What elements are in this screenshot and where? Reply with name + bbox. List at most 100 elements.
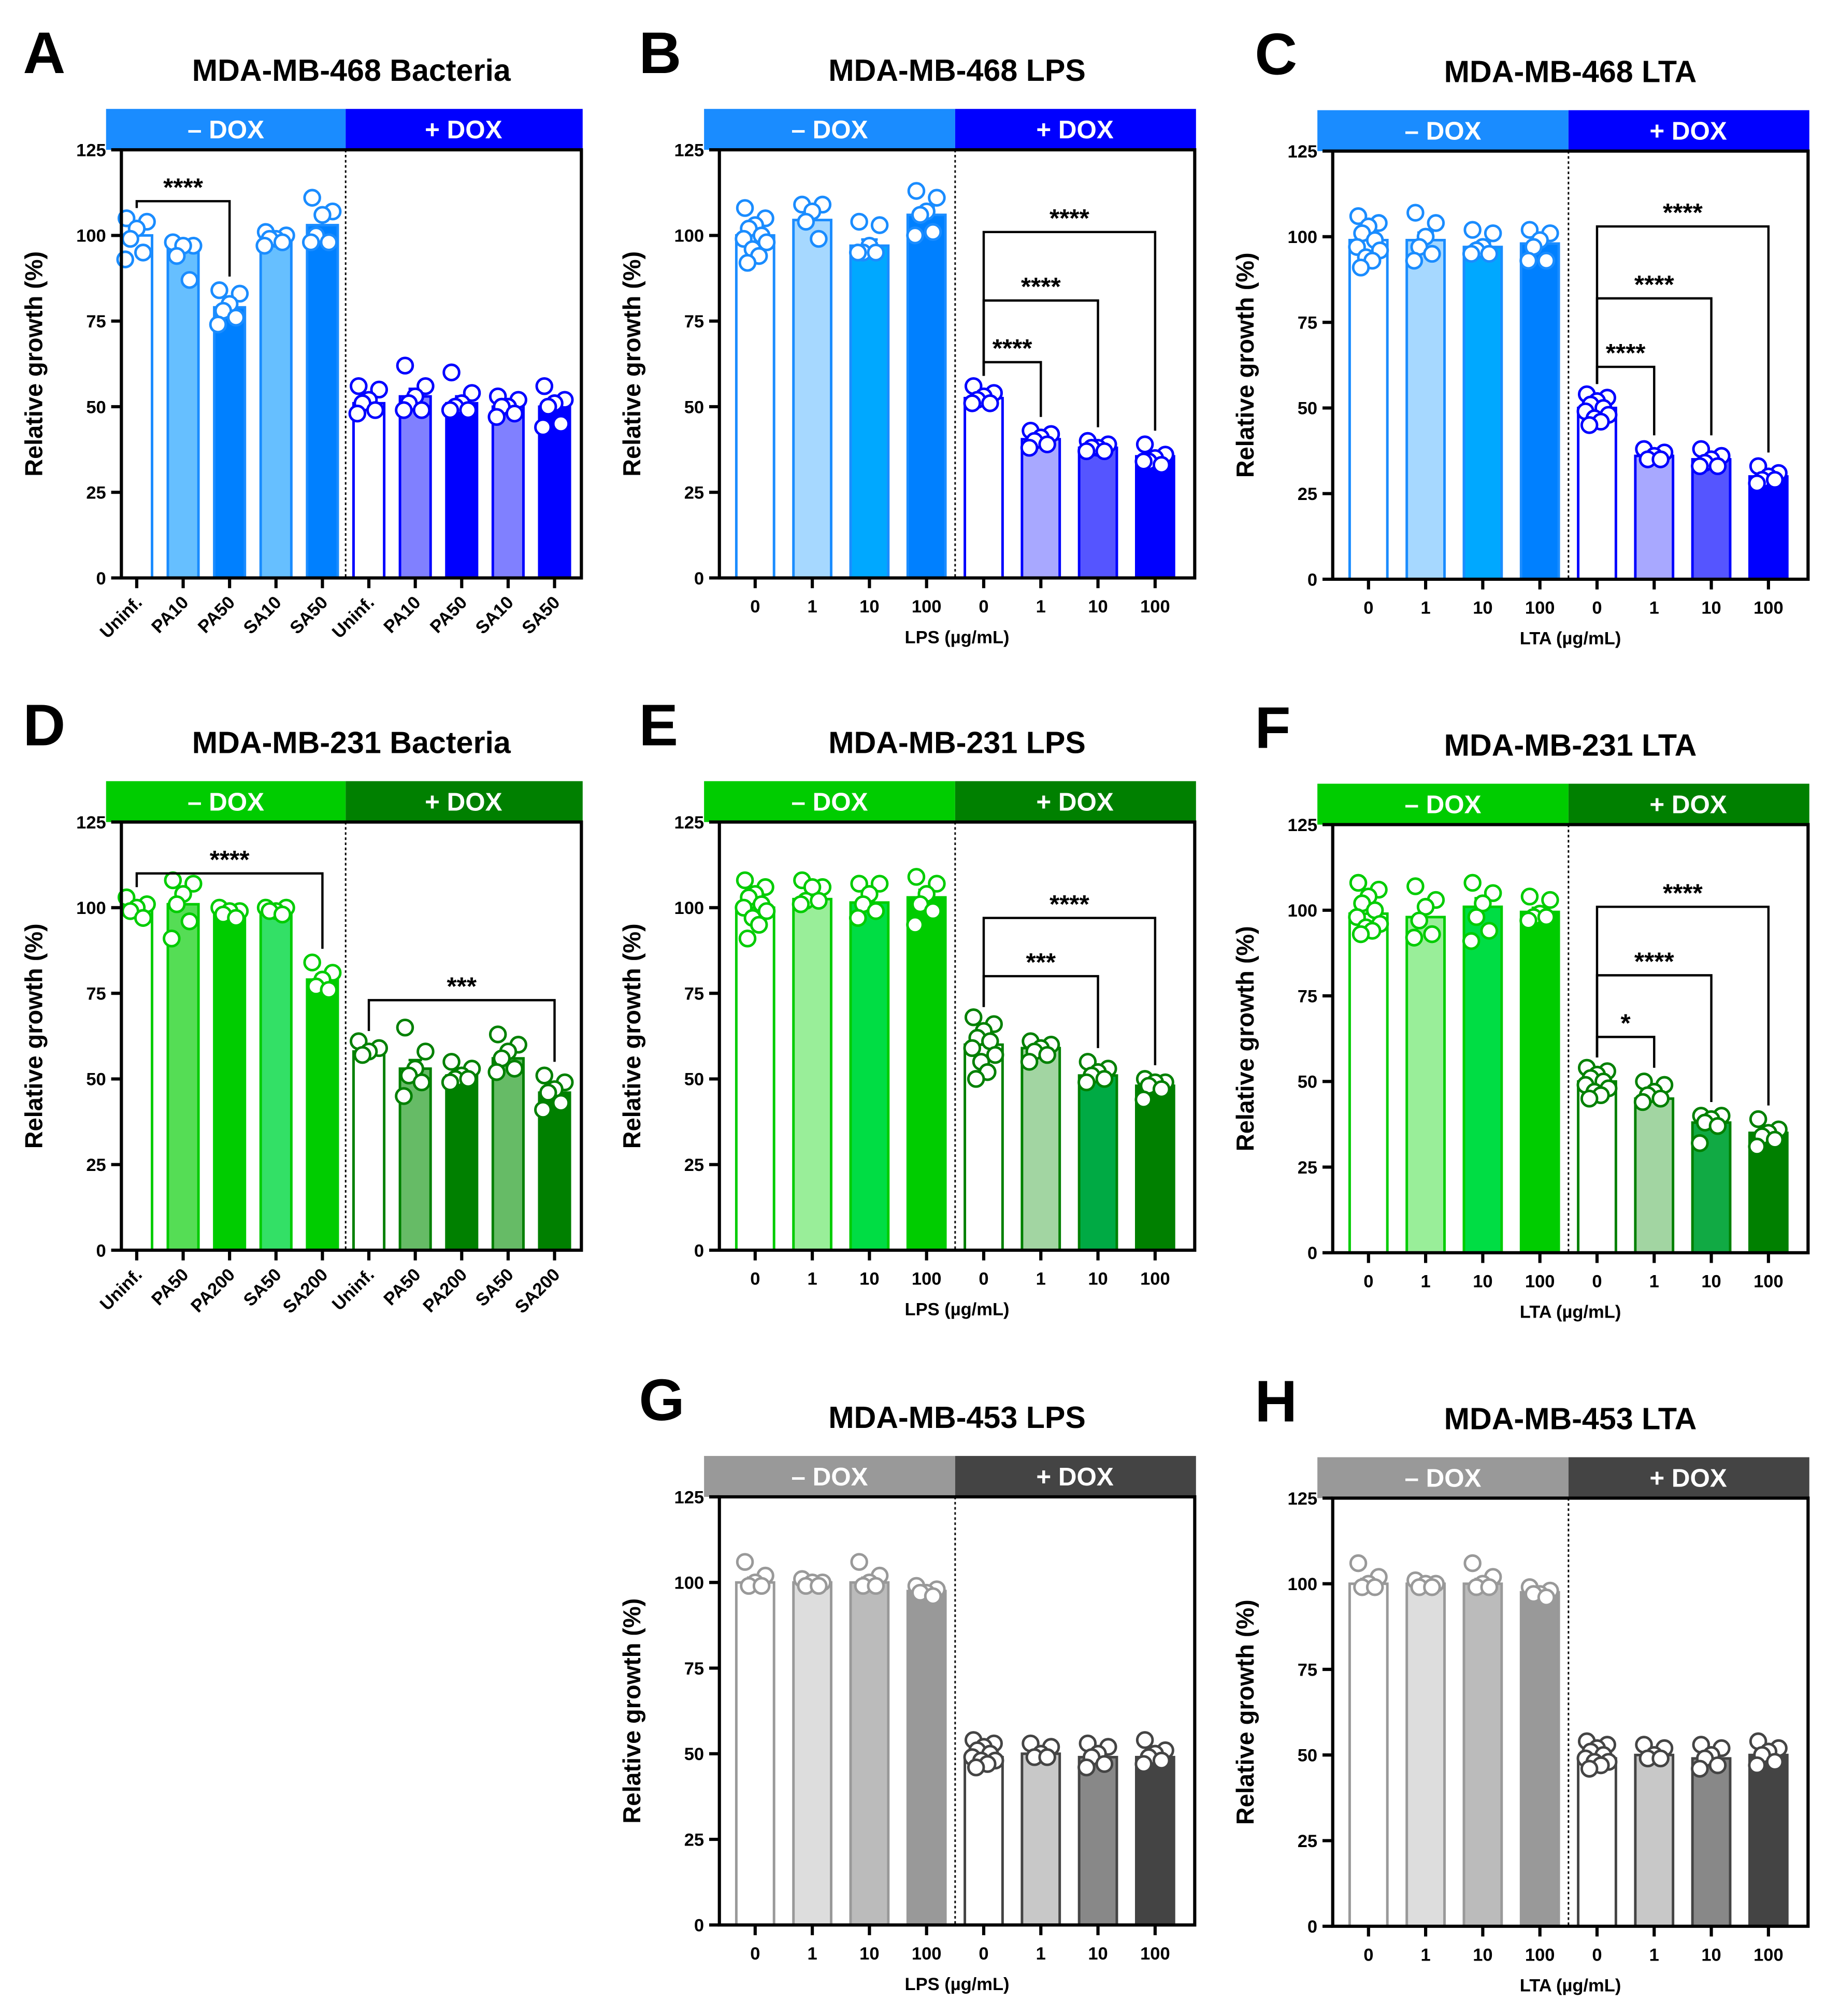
data-point [505, 404, 524, 423]
significance-label: **** [1634, 270, 1675, 299]
data-point [1135, 435, 1154, 453]
data-point [416, 1042, 435, 1061]
header-plus-dox [1568, 783, 1809, 825]
x-axis-label: LPS (µg/mL) [905, 1975, 1010, 1994]
x-tick-label: 100 [1525, 598, 1555, 618]
data-point [1748, 1756, 1766, 1775]
bar [849, 901, 890, 1252]
x-tick-label: 0 [1592, 1271, 1602, 1291]
bar [1577, 406, 1617, 581]
data-point [463, 384, 481, 402]
data-point [441, 1073, 459, 1092]
y-tick-label: 125 [76, 813, 106, 833]
bar [352, 1050, 386, 1252]
y-tick-label: 25 [684, 483, 704, 503]
data-point [505, 1060, 524, 1078]
x-tick-label: 1 [1420, 1945, 1430, 1965]
data-point [1691, 1134, 1709, 1152]
x-tick-label: 1 [1036, 1269, 1046, 1289]
header-plus-dox [955, 1456, 1196, 1497]
data-point [1480, 245, 1498, 263]
header-label-plus-dox: + DOX [1036, 116, 1114, 144]
data-point [1349, 207, 1368, 225]
data-point [1765, 1131, 1784, 1149]
bar [964, 1755, 1004, 1926]
data-point [736, 199, 754, 217]
significance-label: *** [447, 972, 477, 1000]
bar [1462, 905, 1503, 1254]
panel-letter: B [639, 20, 681, 86]
y-tick-label: 125 [76, 140, 106, 160]
data-point [1038, 1748, 1056, 1766]
data-point [395, 1087, 413, 1105]
x-tick-label: 10 [1088, 597, 1108, 617]
data-point [459, 1070, 477, 1088]
data-point [963, 394, 982, 412]
x-tick-label: PA50 [148, 1265, 192, 1309]
significance-label: **** [993, 334, 1033, 363]
data-point [867, 1577, 885, 1595]
data-point [1462, 245, 1480, 263]
header-plus-dox [1568, 110, 1809, 151]
chart-title: MDA-MB-468 Bacteria [192, 53, 511, 88]
data-point [867, 244, 885, 262]
data-point [738, 254, 757, 272]
bar [906, 213, 947, 579]
header-plus-dox [346, 781, 583, 822]
data-point [320, 981, 338, 999]
data-point [981, 394, 999, 412]
data-point [301, 233, 320, 251]
data-point [1749, 1110, 1767, 1128]
y-tick-label: 100 [1288, 1575, 1318, 1594]
x-tick-label: 0 [1363, 598, 1373, 618]
plot-frame [120, 148, 583, 580]
x-axis-label: LTA (µg/mL) [1520, 1976, 1621, 1996]
significance-label: **** [163, 173, 204, 202]
header-plus-dox [1568, 1457, 1809, 1498]
data-point [907, 182, 926, 200]
x-tick-label: 0 [979, 1944, 988, 1964]
y-tick-label: 0 [1307, 570, 1317, 590]
x-tick-label: PA10 [380, 593, 425, 637]
data-point [986, 1046, 1004, 1064]
y-tick-label: 25 [86, 483, 106, 503]
header-minus-dox [106, 781, 346, 822]
header-label-minus-dox: – DOX [188, 788, 264, 816]
data-point [1423, 245, 1441, 263]
x-tick-label: 100 [1140, 597, 1170, 617]
bar [1519, 1591, 1560, 1928]
bar [491, 405, 525, 579]
data-point [1135, 1731, 1154, 1749]
bar [491, 1057, 525, 1252]
header-minus-dox [1317, 1457, 1569, 1498]
data-point [736, 871, 754, 890]
header-label-minus-dox: – DOX [1404, 790, 1481, 819]
data-point [738, 930, 757, 948]
bar [964, 396, 1004, 579]
data-point [964, 1008, 983, 1026]
header-label-minus-dox: – DOX [791, 116, 868, 144]
y-tick-label: 25 [1298, 1158, 1317, 1178]
bar [120, 906, 153, 1252]
plot-frame [1331, 1496, 1810, 1928]
bar [445, 1074, 479, 1252]
data-point [967, 1758, 985, 1777]
x-tick-label: PA50 [194, 593, 239, 637]
bar [1748, 1753, 1789, 1928]
data-point [1520, 221, 1539, 239]
significance-label: **** [1050, 204, 1090, 233]
data-point [1152, 1080, 1171, 1098]
plot-frame [1331, 823, 1810, 1254]
y-axis-label: Relative growth (%) [20, 251, 47, 477]
data-point [1427, 214, 1445, 232]
data-point [134, 909, 152, 927]
x-axis-label: LPS (µg/mL) [905, 627, 1010, 647]
y-tick-label: 50 [1298, 1073, 1317, 1092]
data-point [1537, 251, 1556, 270]
x-tick-label: 0 [979, 597, 988, 617]
panel-f: F MDA-MB-231 LTA– DOX + DOX0255075100125Re… [1232, 695, 1810, 1322]
bar [1577, 1080, 1617, 1254]
x-tick-label: 0 [979, 1269, 988, 1289]
y-tick-label: 25 [684, 1155, 704, 1175]
x-tick-label: SA10 [240, 593, 285, 638]
